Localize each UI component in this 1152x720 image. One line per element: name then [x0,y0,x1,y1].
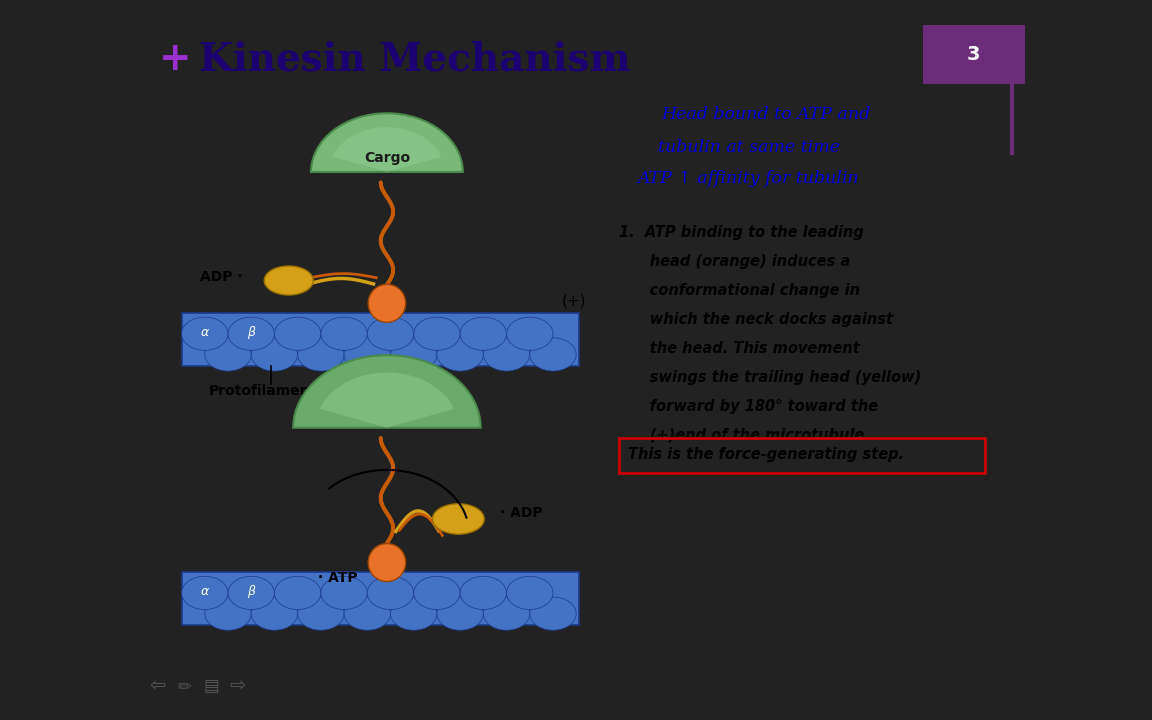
Text: β: β [248,585,256,598]
Text: head (orange) induces a: head (orange) induces a [619,253,850,269]
Ellipse shape [432,504,484,534]
Text: tubulin at same time: tubulin at same time [658,139,840,156]
Ellipse shape [182,576,228,610]
Ellipse shape [182,317,228,351]
Ellipse shape [437,597,484,630]
Text: ADP ·: ADP · [200,270,243,284]
Text: · ATP: · ATP [318,571,357,585]
Ellipse shape [391,597,437,630]
FancyBboxPatch shape [182,572,578,625]
Text: the head. This movement: the head. This movement [619,341,859,356]
Text: (+)end of the microtubule.: (+)end of the microtubule. [619,428,870,443]
Ellipse shape [321,576,367,610]
Text: swings the trailing head (yellow): swings the trailing head (yellow) [619,370,922,384]
Ellipse shape [228,317,274,351]
Ellipse shape [369,284,406,323]
Text: ⇨: ⇨ [229,677,247,696]
Ellipse shape [344,597,391,630]
Text: Protofilament: Protofilament [209,384,317,398]
Ellipse shape [460,576,507,610]
Ellipse shape [251,338,297,371]
Wedge shape [320,372,454,428]
Ellipse shape [530,597,576,630]
Text: ATP ↑ affinity for tubulin: ATP ↑ affinity for tubulin [638,171,859,187]
Text: conformational change in: conformational change in [619,283,861,297]
Ellipse shape [507,317,553,351]
Text: ⇦: ⇦ [150,677,166,696]
Wedge shape [333,127,441,172]
FancyBboxPatch shape [182,313,578,366]
Ellipse shape [321,317,367,351]
Ellipse shape [274,576,321,610]
Ellipse shape [484,338,530,371]
Ellipse shape [391,338,437,371]
Text: +: + [159,40,192,78]
Ellipse shape [414,317,460,351]
Ellipse shape [205,338,251,371]
Wedge shape [311,113,463,172]
Ellipse shape [251,597,297,630]
Text: Head bound to ATP and: Head bound to ATP and [661,106,871,123]
Text: (+): (+) [562,294,586,309]
Ellipse shape [507,576,553,610]
Text: 1.  ATP binding to the leading: 1. ATP binding to the leading [619,225,864,240]
Text: Cargo: Cargo [364,151,410,165]
Ellipse shape [414,576,460,610]
Ellipse shape [530,338,576,371]
Ellipse shape [228,576,274,610]
Text: · ADP: · ADP [500,506,543,521]
Ellipse shape [297,338,344,371]
FancyBboxPatch shape [923,24,1025,84]
Text: which the neck docks against: which the neck docks against [619,312,893,327]
Text: β: β [248,326,256,339]
Ellipse shape [297,597,344,630]
Ellipse shape [367,576,414,610]
Text: ✏: ✏ [177,678,191,696]
Ellipse shape [274,317,321,351]
Ellipse shape [437,338,484,371]
Ellipse shape [369,544,406,582]
Ellipse shape [367,317,414,351]
Text: 3: 3 [967,45,980,64]
Ellipse shape [264,266,313,295]
Text: This is the force-generating step.: This is the force-generating step. [628,446,904,462]
Text: forward by 180° toward the: forward by 180° toward the [619,399,878,414]
Ellipse shape [205,597,251,630]
Wedge shape [293,355,480,428]
Text: ▤: ▤ [203,678,219,696]
Text: α: α [200,326,209,339]
Text: Kinesin Mechanism: Kinesin Mechanism [199,40,631,78]
Ellipse shape [460,317,507,351]
Text: α: α [200,585,209,598]
Ellipse shape [484,597,530,630]
Text: ATP: ATP [328,379,361,394]
Ellipse shape [344,338,391,371]
